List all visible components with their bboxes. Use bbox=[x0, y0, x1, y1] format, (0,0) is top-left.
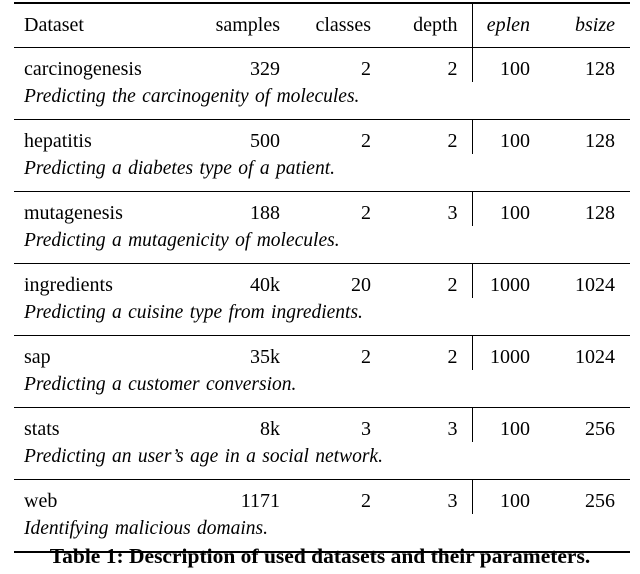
samples-value: 40k bbox=[204, 263, 284, 298]
table-row: stats 8k 3 3 100 256 bbox=[14, 407, 630, 442]
bsize-value: 256 bbox=[532, 407, 630, 442]
classes-value: 2 bbox=[284, 479, 377, 514]
dataset-name: mutagenesis bbox=[14, 191, 204, 226]
depth-value: 2 bbox=[377, 263, 473, 298]
samples-value: 188 bbox=[204, 191, 284, 226]
samples-value: 329 bbox=[204, 47, 284, 82]
dataset-name: sap bbox=[14, 335, 204, 370]
datasets-table: Dataset samples classes depth eplen bsiz… bbox=[14, 2, 630, 553]
bsize-value: 128 bbox=[532, 191, 630, 226]
eplen-value: 100 bbox=[472, 479, 532, 514]
depth-value: 3 bbox=[377, 479, 473, 514]
bsize-value: 128 bbox=[532, 47, 630, 82]
table-row: carcinogenesis 329 2 2 100 128 bbox=[14, 47, 630, 82]
classes-value: 3 bbox=[284, 407, 377, 442]
dataset-description-row: Predicting a cuisine type from ingredien… bbox=[14, 298, 630, 336]
depth-value: 2 bbox=[377, 335, 473, 370]
classes-value: 2 bbox=[284, 119, 377, 154]
column-header-bsize: bsize bbox=[532, 3, 630, 48]
bsize-value: 256 bbox=[532, 479, 630, 514]
dataset-description: Predicting the carcinogenity of molecule… bbox=[24, 86, 360, 107]
column-header-eplen: eplen bbox=[472, 3, 532, 48]
dataset-description: Predicting a cuisine type from ingredien… bbox=[24, 302, 363, 323]
classes-value: 2 bbox=[284, 191, 377, 226]
dataset-description: Predicting a customer conversion. bbox=[24, 374, 297, 395]
bsize-value: 1024 bbox=[532, 263, 630, 298]
depth-value: 2 bbox=[377, 47, 473, 82]
classes-value: 2 bbox=[284, 47, 377, 82]
samples-value: 35k bbox=[204, 335, 284, 370]
samples-value: 500 bbox=[204, 119, 284, 154]
dataset-description-row: Predicting a mutagenicity of molecules. bbox=[14, 226, 630, 264]
eplen-value: 100 bbox=[472, 407, 532, 442]
dataset-name: ingredients bbox=[14, 263, 204, 298]
column-header-classes: classes bbox=[284, 3, 377, 48]
table-row: sap 35k 2 2 1000 1024 bbox=[14, 335, 630, 370]
classes-value: 2 bbox=[284, 335, 377, 370]
dataset-description: Predicting a diabetes type of a patient. bbox=[24, 158, 336, 179]
dataset-description: Predicting a mutagenicity of molecules. bbox=[24, 230, 340, 251]
depth-value: 2 bbox=[377, 119, 473, 154]
dataset-description-row: Identifying malicious domains. bbox=[14, 514, 630, 552]
dataset-description-row: Predicting the carcinogenity of molecule… bbox=[14, 82, 630, 120]
dataset-description: Identifying malicious domains. bbox=[24, 518, 269, 539]
dataset-description-row: Predicting an user’s age in a social net… bbox=[14, 442, 630, 480]
eplen-value: 1000 bbox=[472, 335, 532, 370]
dataset-name: web bbox=[14, 479, 204, 514]
dataset-description-row: Predicting a diabetes type of a patient. bbox=[14, 154, 630, 192]
dataset-name: stats bbox=[14, 407, 204, 442]
table-container: Dataset samples classes depth eplen bsiz… bbox=[14, 2, 630, 553]
classes-value: 20 bbox=[284, 263, 377, 298]
samples-value: 8k bbox=[204, 407, 284, 442]
table-row: ingredients 40k 20 2 1000 1024 bbox=[14, 263, 630, 298]
eplen-value: 1000 bbox=[472, 263, 532, 298]
bsize-value: 128 bbox=[532, 119, 630, 154]
column-header-dataset: Dataset bbox=[14, 3, 204, 48]
table-row: hepatitis 500 2 2 100 128 bbox=[14, 119, 630, 154]
table-caption: Table 1: Description of used datasets an… bbox=[49, 544, 591, 568]
eplen-value: 100 bbox=[472, 119, 532, 154]
eplen-value: 100 bbox=[472, 191, 532, 226]
column-header-depth: depth bbox=[377, 3, 473, 48]
table-header-row: Dataset samples classes depth eplen bsiz… bbox=[14, 3, 630, 48]
dataset-description: Predicting an user’s age in a social net… bbox=[24, 446, 383, 467]
table-row: mutagenesis 188 2 3 100 128 bbox=[14, 191, 630, 226]
depth-value: 3 bbox=[377, 191, 473, 226]
table-row: web 1171 2 3 100 256 bbox=[14, 479, 630, 514]
dataset-name: hepatitis bbox=[14, 119, 204, 154]
depth-value: 3 bbox=[377, 407, 473, 442]
column-header-samples: samples bbox=[204, 3, 284, 48]
bsize-value: 1024 bbox=[532, 335, 630, 370]
dataset-name: carcinogenesis bbox=[14, 47, 204, 82]
eplen-value: 100 bbox=[472, 47, 532, 82]
samples-value: 1171 bbox=[204, 479, 284, 514]
dataset-description-row: Predicting a customer conversion. bbox=[14, 370, 630, 408]
